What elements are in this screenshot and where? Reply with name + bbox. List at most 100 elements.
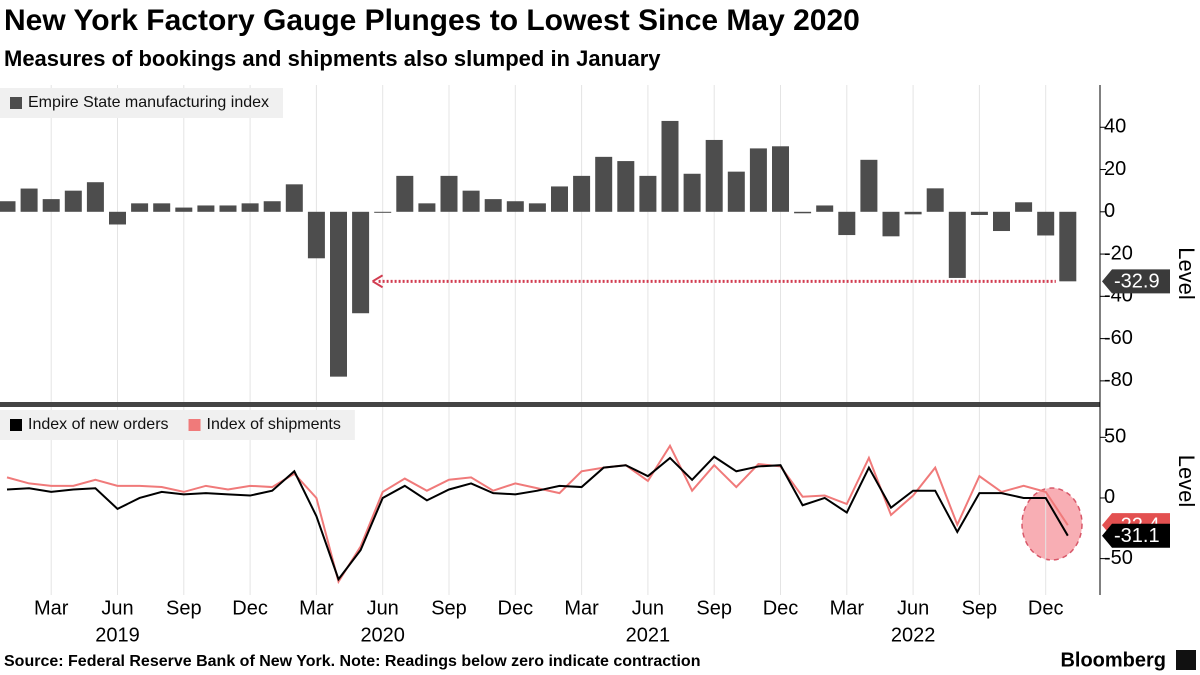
y-tick-label: -20 — [1104, 242, 1133, 264]
line — [6, 443, 1069, 585]
bar — [993, 211, 1010, 232]
y-axis-label: Level — [1174, 247, 1199, 300]
x-tick-label: Dec — [232, 597, 268, 619]
panel-divider — [0, 402, 1100, 407]
y-tick-label: -80 — [1104, 369, 1133, 391]
y-axis-label: Level — [1174, 455, 1199, 508]
bar — [109, 211, 126, 225]
y-tick-label: 0 — [1104, 200, 1115, 222]
bar — [440, 175, 458, 212]
bar — [330, 211, 347, 377]
bar — [86, 182, 104, 212]
legend-swatch — [188, 419, 201, 431]
x-year-label: 2020 — [360, 624, 405, 646]
legend: Empire State manufacturing index — [0, 88, 284, 118]
bar — [1037, 211, 1055, 236]
bar — [396, 175, 414, 212]
legend-bg — [0, 88, 284, 118]
x-tick-label: Jun — [897, 597, 929, 619]
chart-subtitle: Measures of bookings and shipments also … — [4, 46, 661, 71]
x-tick-label: Dec — [1028, 597, 1064, 619]
bar — [1015, 202, 1033, 212]
bar — [263, 201, 281, 212]
bar — [772, 146, 789, 212]
bar — [617, 161, 635, 212]
y-tick-label: -50 — [1104, 547, 1133, 569]
bar — [749, 148, 767, 212]
bar — [528, 203, 546, 212]
y-tick-label: 50 — [1104, 426, 1126, 448]
bar — [661, 120, 679, 212]
source-note: Source: Federal Reserve Bank of New York… — [4, 653, 700, 670]
legend-label: Index of new orders — [28, 416, 169, 433]
bar — [219, 205, 237, 212]
bar — [860, 159, 878, 212]
bar — [683, 173, 701, 212]
chart-title: New York Factory Gauge Plunges to Lowest… — [4, 4, 860, 37]
bar — [727, 171, 745, 212]
bar — [418, 203, 436, 212]
x-tick-label: Jun — [367, 597, 399, 619]
bar — [639, 175, 657, 212]
bar — [131, 203, 149, 212]
x-tick-label: Mar — [299, 597, 334, 619]
bar — [462, 190, 480, 212]
x-tick-label: Sep — [431, 597, 467, 619]
line — [6, 455, 1069, 582]
x-tick-label: Jun — [632, 597, 664, 619]
bar — [285, 184, 303, 212]
legend-swatch — [10, 419, 22, 431]
x-tick-label: Sep — [166, 597, 202, 619]
bar — [175, 207, 193, 212]
logo: Bloomberg — [1060, 649, 1166, 671]
bar — [904, 211, 922, 215]
x-tick-label: Mar — [564, 597, 599, 619]
bar — [506, 201, 524, 212]
x-tick-label: Jun — [101, 597, 133, 619]
bar — [838, 211, 856, 236]
y-tick-label: 0 — [1104, 486, 1115, 508]
logo-icon — [1176, 650, 1196, 670]
bar — [794, 211, 812, 214]
bar — [948, 211, 966, 278]
bar — [573, 175, 591, 212]
plots — [0, 85, 1101, 595]
x-tick-label: Mar — [34, 597, 69, 619]
bar — [20, 188, 38, 212]
bar — [374, 211, 392, 213]
bar — [197, 205, 215, 212]
legend-bg — [0, 410, 355, 440]
last-value-tag — [1102, 523, 1170, 548]
y-tick-label: 40 — [1104, 116, 1126, 138]
bar — [42, 199, 60, 212]
x-year-label: 2021 — [626, 624, 671, 646]
y-tick-label: -60 — [1104, 327, 1133, 349]
bar — [0, 201, 16, 212]
legend: Index of new orders Index of shipments — [0, 410, 355, 440]
bar — [705, 139, 723, 212]
legend-label: Empire State manufacturing index — [28, 94, 269, 111]
bar — [970, 211, 988, 215]
bar — [595, 156, 613, 212]
x-year-label: 2022 — [891, 624, 936, 646]
bar — [352, 211, 370, 314]
bar — [484, 199, 502, 212]
highlight-circle — [1021, 487, 1083, 561]
bar — [551, 186, 568, 212]
bar — [882, 211, 900, 237]
last-value-tag — [1102, 269, 1170, 294]
x-tick-label: Sep — [696, 597, 732, 619]
x-tick-label: Mar — [830, 597, 865, 619]
x-tick-label: Sep — [962, 597, 998, 619]
bar — [153, 203, 171, 212]
bar — [64, 190, 82, 212]
bar — [241, 203, 259, 212]
bar — [1059, 211, 1077, 282]
legend-label: Index of shipments — [207, 416, 341, 433]
x-tick-label: Dec — [498, 597, 534, 619]
x-year-label: 2019 — [95, 624, 140, 646]
x-tick-label: Dec — [763, 597, 799, 619]
y-tick-label: 20 — [1104, 158, 1126, 180]
bar — [307, 211, 325, 259]
